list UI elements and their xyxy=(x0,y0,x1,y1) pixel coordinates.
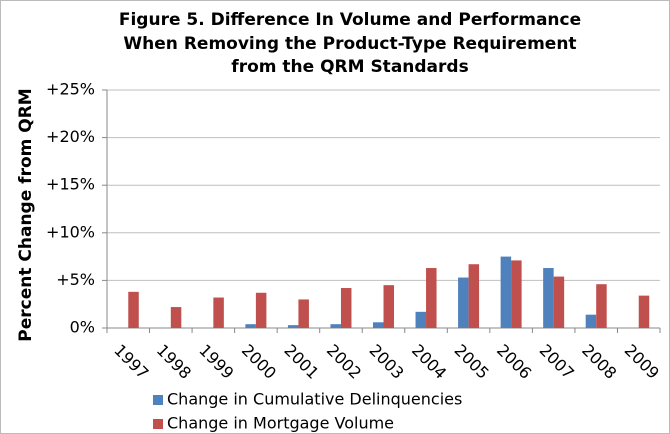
y-tick-label: +10% xyxy=(46,222,95,241)
legend-swatch xyxy=(153,395,163,405)
chart-title: When Removing the Product-Type Requireme… xyxy=(123,34,576,54)
bar xyxy=(170,307,182,328)
bar xyxy=(415,311,427,328)
legend-swatch xyxy=(153,419,163,429)
bar xyxy=(638,295,650,328)
bar xyxy=(330,324,341,328)
chart-title: Figure 5. Difference In Volume and Perfo… xyxy=(119,10,581,30)
bar xyxy=(298,299,309,328)
y-tick-label: +5% xyxy=(56,270,95,289)
bar xyxy=(340,288,352,328)
chart-title: from the QRM Standards xyxy=(231,57,468,77)
bar xyxy=(128,291,139,328)
bar xyxy=(255,292,267,328)
bar xyxy=(500,256,512,328)
bar xyxy=(287,325,299,328)
bar xyxy=(458,277,469,328)
bar xyxy=(585,314,597,328)
y-tick-label: +20% xyxy=(46,127,95,146)
bar xyxy=(426,268,437,328)
y-tick-label: +15% xyxy=(46,175,95,194)
y-axis-label: Percent Change from QRM xyxy=(16,88,36,341)
bar xyxy=(543,268,554,328)
bar xyxy=(213,297,224,328)
bar xyxy=(383,285,394,328)
bar xyxy=(596,284,607,328)
y-tick-label: 0% xyxy=(70,318,95,337)
bar xyxy=(511,260,522,328)
y-tick-label: +25% xyxy=(46,80,95,99)
bar xyxy=(553,276,565,328)
bar xyxy=(468,264,480,328)
bar xyxy=(245,324,256,328)
bar xyxy=(373,322,384,328)
legend-label: Change in Mortgage Volume xyxy=(167,414,394,433)
legend-label: Change in Cumulative Delinquencies xyxy=(167,390,462,409)
